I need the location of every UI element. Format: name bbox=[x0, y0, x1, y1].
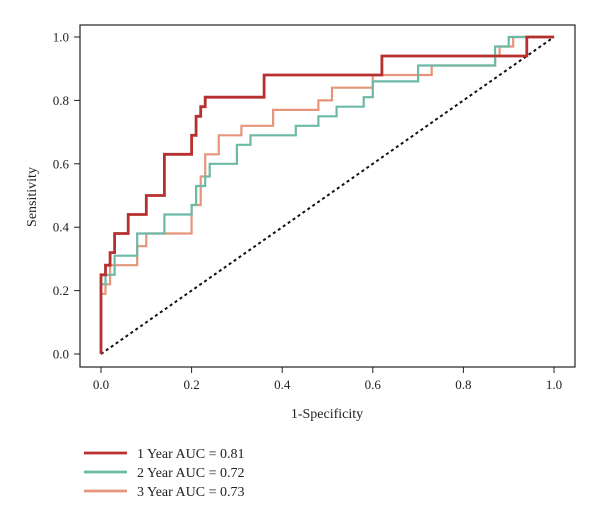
x-axis-title: 1-Specificity bbox=[291, 407, 363, 422]
reference-diagonal-line bbox=[100, 36, 555, 355]
x-tick-label: 1.0 bbox=[546, 377, 562, 392]
x-axis: 0.0 0.2 0.4 0.6 0.8 1.0 bbox=[93, 367, 562, 392]
legend-label: 1 Year AUC = 0.81 bbox=[137, 447, 244, 462]
y-tick-label: 0.4 bbox=[53, 220, 70, 235]
legend-label: 3 Year AUC = 0.73 bbox=[137, 485, 244, 500]
roc-series-line-2 bbox=[99, 35, 554, 354]
legend: 1 Year AUC = 0.81 2 Year AUC = 0.72 3 Year… bbox=[84, 447, 244, 500]
x-tick-label: 0.2 bbox=[183, 377, 199, 392]
y-tick-label: 0.6 bbox=[53, 156, 70, 171]
legend-label: 2 Year AUC = 0.72 bbox=[137, 466, 244, 481]
y-tick-label: 0.0 bbox=[53, 347, 69, 362]
plot-frame bbox=[79, 24, 576, 368]
y-tick-label: 0.8 bbox=[53, 93, 69, 108]
y-axis: 0.0 0.2 0.4 0.6 0.8 1.0 bbox=[53, 30, 80, 362]
x-tick-label: 0.0 bbox=[93, 377, 109, 392]
y-axis-title: Sensitivity bbox=[25, 167, 40, 227]
plot-area bbox=[99, 35, 555, 355]
roc-series-line-1 bbox=[99, 35, 554, 354]
x-tick-label: 0.6 bbox=[365, 377, 382, 392]
y-tick-label: 1.0 bbox=[53, 30, 69, 45]
x-tick-label: 0.8 bbox=[455, 377, 471, 392]
y-tick-label: 0.2 bbox=[53, 283, 69, 298]
x-tick-label: 0.4 bbox=[274, 377, 291, 392]
